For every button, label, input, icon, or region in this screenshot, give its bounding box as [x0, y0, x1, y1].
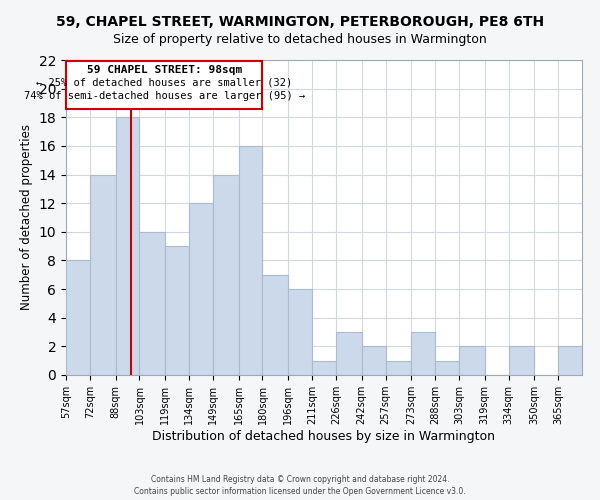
- X-axis label: Distribution of detached houses by size in Warmington: Distribution of detached houses by size …: [152, 430, 496, 443]
- Bar: [509, 346, 534, 375]
- Text: 59 CHAPEL STREET: 98sqm: 59 CHAPEL STREET: 98sqm: [86, 65, 242, 75]
- Text: 74% of semi-detached houses are larger (95) →: 74% of semi-detached houses are larger (…: [23, 91, 305, 101]
- Bar: [435, 360, 459, 375]
- Bar: [386, 360, 411, 375]
- Bar: [262, 275, 288, 375]
- Bar: [558, 346, 582, 375]
- Bar: [66, 260, 90, 375]
- Bar: [139, 232, 165, 375]
- Bar: [239, 146, 262, 375]
- FancyBboxPatch shape: [66, 60, 262, 108]
- Bar: [116, 118, 139, 375]
- Bar: [459, 346, 485, 375]
- Y-axis label: Number of detached properties: Number of detached properties: [20, 124, 33, 310]
- Bar: [165, 246, 189, 375]
- Text: 59, CHAPEL STREET, WARMINGTON, PETERBOROUGH, PE8 6TH: 59, CHAPEL STREET, WARMINGTON, PETERBORO…: [56, 15, 544, 29]
- Bar: [288, 289, 312, 375]
- Text: ← 25% of detached houses are smaller (32): ← 25% of detached houses are smaller (32…: [36, 78, 292, 88]
- Bar: [336, 332, 362, 375]
- Bar: [213, 174, 239, 375]
- Text: Size of property relative to detached houses in Warmington: Size of property relative to detached ho…: [113, 32, 487, 46]
- Bar: [312, 360, 336, 375]
- Bar: [411, 332, 435, 375]
- Bar: [90, 174, 116, 375]
- Text: Contains HM Land Registry data © Crown copyright and database right 2024.
Contai: Contains HM Land Registry data © Crown c…: [134, 474, 466, 496]
- Bar: [362, 346, 386, 375]
- Bar: [189, 203, 213, 375]
